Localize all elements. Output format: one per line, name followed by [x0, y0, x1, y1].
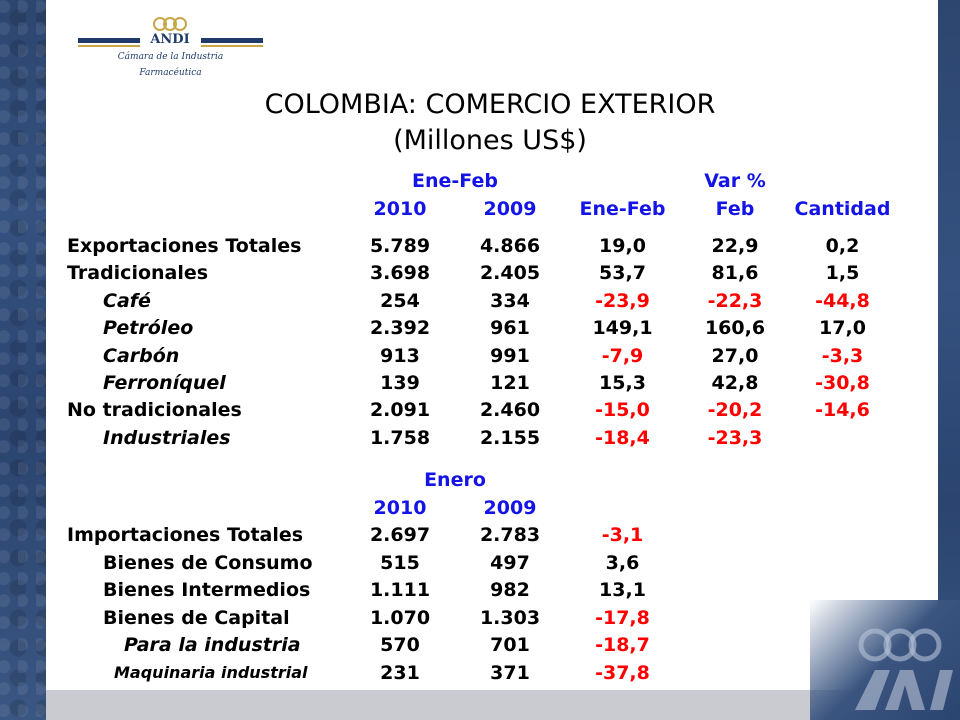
cell-value: 2.392 [369, 317, 431, 339]
cell-value: 27,0 [711, 345, 759, 367]
cell-value: 1.070 [369, 607, 431, 629]
cell-value: 81,6 [711, 262, 759, 284]
col-header-var-cantidad: Cantidad [794, 198, 891, 220]
row-label: Bienes de Consumo [103, 552, 313, 574]
cell-value: 0,2 [825, 235, 860, 257]
cell-value: 961 [490, 317, 530, 339]
cell-value: 497 [490, 552, 530, 574]
imports-period-header: Enero [424, 469, 486, 491]
cell-value: 139 [380, 372, 420, 394]
cell-value: 2.783 [479, 524, 541, 546]
cell-value: -17,8 [595, 607, 650, 629]
row-label: Carbón [103, 345, 180, 367]
cell-value: -23,3 [707, 427, 763, 449]
col-header-2009: 2009 [483, 198, 537, 220]
row-label: Café [103, 290, 151, 312]
row-label: No tradicionales [67, 399, 242, 421]
row-label: Industriales [103, 427, 231, 449]
cell-value: 254 [380, 290, 420, 312]
cell-value: 15,3 [599, 372, 646, 394]
cell-value: 371 [490, 662, 530, 684]
cell-value: -14,6 [815, 399, 870, 421]
cell-value: 1.303 [479, 607, 541, 629]
left-decorative-band [0, 0, 46, 720]
row-label: Ferroníquel [103, 372, 226, 394]
row-label: Petróleo [103, 317, 194, 339]
cell-value: 1.111 [369, 579, 431, 601]
cell-value: -3,1 [601, 524, 644, 546]
cell-value: -23,9 [595, 290, 650, 312]
cell-value: 22,9 [711, 235, 759, 257]
col-header-var-feb: Feb [715, 198, 755, 220]
cell-value: -18,4 [595, 427, 650, 449]
cell-value: 1.758 [369, 427, 431, 449]
cell-value: -7,9 [601, 345, 644, 367]
cell-value: 160,6 [704, 317, 766, 339]
row-label: Maquinaria industrial [114, 663, 308, 682]
cell-value: 4.866 [479, 235, 541, 257]
exports-var-header: Var % [704, 170, 766, 192]
cell-value: 982 [490, 579, 530, 601]
row-label: Bienes de Capital [103, 607, 290, 629]
cell-value: 53,7 [599, 262, 646, 284]
cell-value: -15,0 [595, 399, 650, 421]
exports-period-header: Ene-Feb [412, 170, 498, 192]
cell-value: 3,6 [605, 552, 640, 574]
cell-value: -18,7 [595, 634, 650, 656]
col-header-var-ene-feb: Ene-Feb [579, 198, 666, 220]
cell-value: 42,8 [711, 372, 759, 394]
cell-value: 5.789 [369, 235, 431, 257]
cell-value: 13,1 [599, 579, 646, 601]
slide-subtitle: (Millones US$) [393, 125, 587, 156]
logo-subtitle-2: Farmacéutica [139, 68, 202, 78]
cell-value: 334 [490, 290, 530, 312]
slide-title: COLOMBIA: COMERCIO EXTERIOR [264, 89, 716, 120]
cell-value: 2.697 [369, 524, 431, 546]
cell-value: 570 [380, 634, 420, 656]
cell-value [785, 426, 900, 450]
cell-value: -3,3 [821, 345, 864, 367]
logo-subtitle-1: Cámara de la Industria [117, 52, 224, 62]
cell-value: 2.155 [479, 427, 541, 449]
imports-col-header-2010: 2010 [373, 497, 427, 519]
cell-value: 2.405 [479, 262, 541, 284]
cell-value: 991 [490, 345, 530, 367]
andi-logo: ANDI Cámara de la Industria Farmacéutica [78, 16, 263, 86]
cell-value: 2.091 [369, 399, 431, 421]
cell-value: 913 [380, 345, 420, 367]
cell-value: 1,5 [825, 262, 860, 284]
andi-watermark-logo [855, 628, 953, 710]
cell-value: 19,0 [599, 235, 646, 257]
imports-col-header-2009: 2009 [483, 497, 537, 519]
logo-name: ANDI [150, 32, 190, 47]
cell-value: 701 [490, 634, 530, 656]
cell-value: -20,2 [707, 399, 763, 421]
row-label: Exportaciones Totales [67, 235, 302, 257]
cell-value: -44,8 [815, 290, 870, 312]
cell-value: 121 [490, 372, 530, 394]
cell-value: -22,3 [707, 290, 763, 312]
cell-value: 3.698 [369, 262, 431, 284]
cell-value: 17,0 [819, 317, 866, 339]
cell-value: -37,8 [595, 662, 650, 684]
cell-value: 149,1 [592, 317, 653, 339]
col-header-2010: 2010 [373, 198, 427, 220]
row-label: Para la industria [124, 634, 301, 656]
cell-value: 515 [380, 552, 420, 574]
bottom-decorative-band [46, 690, 960, 720]
logo-rings-icon [153, 17, 187, 31]
cell-value: 231 [380, 662, 420, 684]
row-label: Bienes Intermedios [103, 579, 311, 601]
cell-value: 2.460 [479, 399, 541, 421]
row-label: Importaciones Totales [67, 524, 304, 546]
logo-rule [78, 38, 263, 47]
cell-value: -30,8 [815, 372, 870, 394]
row-label: Tradicionales [67, 262, 209, 284]
right-decorative-band [938, 0, 960, 720]
